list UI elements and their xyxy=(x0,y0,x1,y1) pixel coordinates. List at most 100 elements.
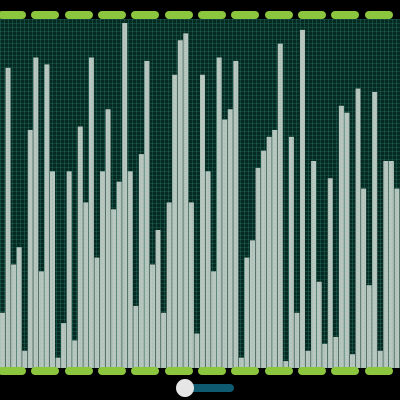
bar xyxy=(22,350,28,368)
bar xyxy=(222,119,228,368)
bar xyxy=(138,154,144,368)
slider-track[interactable] xyxy=(186,384,234,392)
bottom-dash xyxy=(164,367,193,375)
bar xyxy=(350,354,355,368)
bottom-dash xyxy=(131,367,160,375)
slider-thumb[interactable] xyxy=(176,379,194,397)
bar xyxy=(322,343,328,368)
bar xyxy=(344,112,350,368)
top-dash xyxy=(0,11,26,19)
bar xyxy=(72,340,78,368)
bar xyxy=(155,230,161,368)
bottom-dash xyxy=(0,367,26,375)
bar xyxy=(233,60,239,368)
bar xyxy=(183,33,189,368)
bar xyxy=(211,271,217,368)
bar xyxy=(316,281,322,368)
bar xyxy=(27,129,33,368)
bar xyxy=(133,305,139,368)
bar xyxy=(311,161,317,368)
top-dash xyxy=(331,11,360,19)
top-dash xyxy=(198,11,226,19)
bottom-dash xyxy=(364,367,393,375)
bar xyxy=(277,43,283,368)
bar xyxy=(111,209,117,368)
bar xyxy=(255,167,261,368)
top-dash xyxy=(298,11,326,19)
bar xyxy=(94,257,100,368)
bar xyxy=(372,92,378,368)
bar xyxy=(366,285,372,368)
bar xyxy=(61,323,67,368)
bar xyxy=(150,264,155,368)
bar-visualizer-panel xyxy=(0,19,400,368)
top-dash xyxy=(98,11,126,19)
bar xyxy=(305,350,311,368)
bar xyxy=(0,312,5,368)
top-dash xyxy=(364,11,393,19)
bar xyxy=(294,312,300,368)
bottom-dash xyxy=(31,367,60,375)
bar xyxy=(200,74,205,368)
bar xyxy=(127,171,133,368)
bar xyxy=(122,23,128,368)
bar xyxy=(161,312,167,368)
bar xyxy=(66,171,72,368)
bar xyxy=(11,264,17,368)
bar xyxy=(394,188,400,368)
bar xyxy=(77,126,83,368)
top-dash xyxy=(164,11,193,19)
bar xyxy=(355,88,361,368)
bar xyxy=(272,129,278,368)
bar xyxy=(144,60,150,368)
bar xyxy=(227,109,233,368)
bottom-dash xyxy=(264,367,293,375)
bar xyxy=(105,109,111,368)
bar xyxy=(100,171,105,368)
bar xyxy=(166,202,172,368)
bar xyxy=(44,64,50,368)
top-dash xyxy=(264,11,293,19)
bar xyxy=(55,357,61,368)
bar xyxy=(338,105,344,368)
top-dash-strip xyxy=(0,11,400,19)
bottom-dash xyxy=(298,367,326,375)
bottom-dash xyxy=(64,367,93,375)
bar xyxy=(361,188,367,368)
bar xyxy=(327,178,333,368)
bar xyxy=(172,74,178,368)
bar xyxy=(283,361,289,368)
bar xyxy=(194,333,200,368)
bar xyxy=(266,136,272,368)
bar xyxy=(333,336,339,368)
bar xyxy=(177,40,183,368)
bar xyxy=(261,150,267,368)
timeline-slider[interactable] xyxy=(176,378,236,398)
bar xyxy=(33,57,39,368)
bottom-dash-strip xyxy=(0,367,400,375)
top-dash xyxy=(131,11,160,19)
bar xyxy=(88,57,94,368)
bar xyxy=(250,240,255,368)
bar xyxy=(205,171,211,368)
bar xyxy=(16,247,22,368)
bar xyxy=(288,136,294,368)
bottom-dash xyxy=(231,367,260,375)
bar xyxy=(383,161,389,368)
bar xyxy=(83,202,89,368)
bar xyxy=(377,350,383,368)
bar xyxy=(188,202,194,368)
bar xyxy=(238,357,244,368)
bar xyxy=(38,271,44,368)
bar xyxy=(244,257,250,368)
bar xyxy=(388,161,394,368)
bar-chart xyxy=(0,19,400,368)
bar xyxy=(216,57,222,368)
bar xyxy=(300,29,305,368)
bottom-dash xyxy=(198,367,226,375)
top-dash xyxy=(31,11,60,19)
bottom-dash xyxy=(98,367,126,375)
top-dash xyxy=(231,11,260,19)
bottom-dash xyxy=(331,367,360,375)
